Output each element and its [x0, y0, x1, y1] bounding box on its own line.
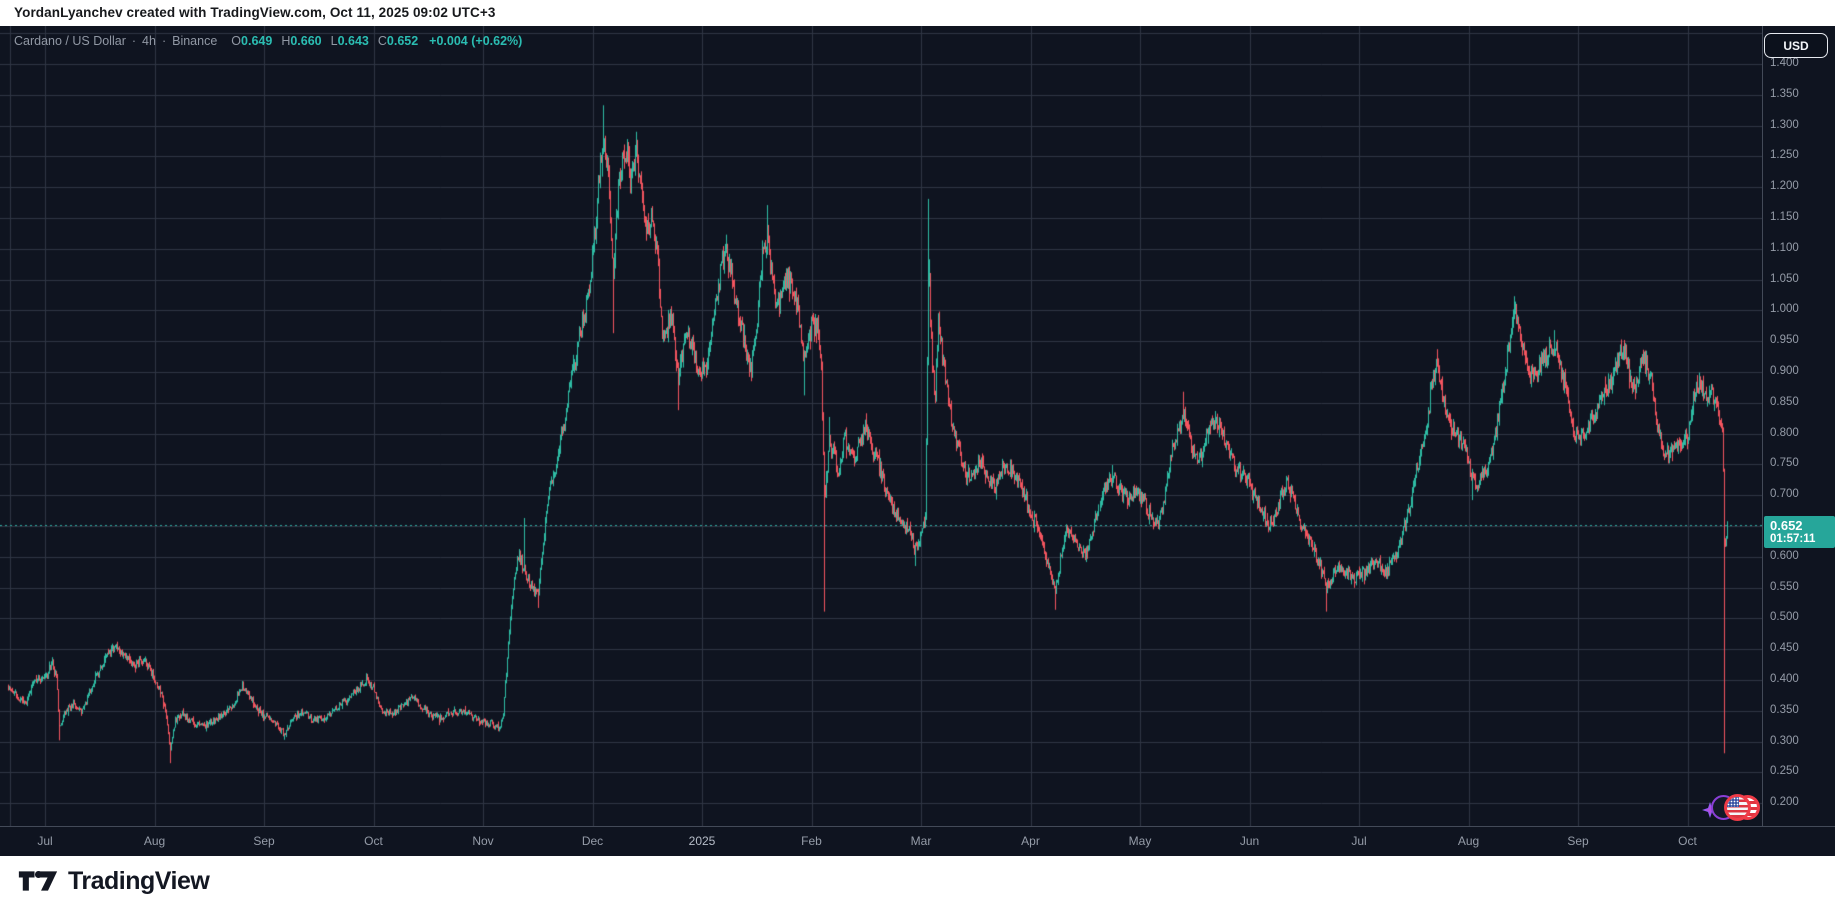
symbol-legend: Cardano / US Dollar · 4h · Binance O0.64… [14, 34, 522, 48]
low-label: L [330, 34, 338, 48]
currency-toggle-button[interactable]: USD [1764, 33, 1828, 58]
high-value: 0.660 [290, 34, 322, 48]
price-tick-label: 0.300 [1770, 734, 1799, 747]
candlestick-chart-canvas[interactable] [0, 26, 1762, 826]
purple-sparkle-icon [1702, 802, 1718, 818]
us-flag-canton [1727, 797, 1739, 807]
tradingview-wordmark: TradingView [68, 866, 210, 895]
open-label: O [231, 34, 242, 48]
time-tick-month: Feb [801, 834, 822, 848]
price-tick-label: 0.900 [1770, 365, 1799, 377]
tradingview-brand[interactable]: TradingView [18, 866, 210, 896]
time-tick-month: Sep [1567, 834, 1589, 848]
time-tick-month: Jul [1351, 834, 1367, 848]
price-tick-label: 1.150 [1770, 211, 1799, 223]
time-tick-month: Jul [37, 834, 53, 848]
interval-label: 4h [142, 34, 156, 48]
symbol-title: Cardano / US Dollar [14, 34, 126, 48]
time-tick-month: Apr [1021, 834, 1040, 848]
close-label: C [377, 34, 387, 48]
price-tick-label: 1.300 [1770, 118, 1799, 131]
price-tick-label: 1.250 [1770, 149, 1799, 162]
us-flag-event-icon [1724, 794, 1751, 821]
open-value: 0.649 [241, 34, 273, 48]
price-tick-label: 0.800 [1770, 426, 1799, 439]
price-tick-label: 0.850 [1770, 395, 1799, 408]
price-tick-label: 0.550 [1770, 580, 1799, 593]
time-tick-month: Nov [472, 834, 494, 848]
footer-bar: TradingView [0, 855, 1835, 909]
tradingview-logo-icon [18, 871, 58, 891]
price-tick-label: 1.050 [1770, 272, 1799, 285]
time-tick-month: Oct [364, 834, 383, 848]
price-tick-label: 0.500 [1770, 611, 1799, 624]
high-label: H [281, 34, 291, 48]
price-axis[interactable]: 0.652 01:57:11 0.200 0.250 0.300 0.350 0.400… [1762, 26, 1835, 826]
event-marker-cluster[interactable] [1702, 792, 1762, 826]
price-tick-label: 0.400 [1770, 673, 1799, 685]
price-tick-label: 0.250 [1770, 765, 1799, 778]
price-tick-label: 1.400 [1770, 57, 1799, 69]
last-price-value: 0.652 [1770, 517, 1803, 533]
attribution-header: YordanLyanchev created with TradingView.… [0, 0, 1835, 26]
price-tick-label: 0.750 [1770, 457, 1799, 470]
time-axis[interactable]: Jul Aug Sep Oct Nov Dec 2025 Feb Mar Apr May Jun Jul… [0, 826, 1835, 856]
legend-separator: · [131, 34, 137, 48]
price-tick-label: 1.200 [1770, 180, 1799, 193]
legend-separator: · [161, 34, 167, 48]
price-tick-label: 0.200 [1770, 796, 1799, 809]
close-value: 0.652 [386, 34, 419, 48]
time-tick-month: Dec [581, 834, 604, 848]
attribution-text: YordanLyanchev created with TradingView.… [14, 5, 496, 20]
price-tick-label: 0.350 [1770, 703, 1799, 716]
change-value: +0.004 (+0.62%) [429, 34, 523, 48]
exchange-label: Binance [172, 34, 218, 48]
time-tick-month: Oct [1678, 834, 1697, 848]
time-tick-month: Mar [910, 834, 932, 848]
price-tick-label: 0.600 [1770, 549, 1799, 562]
time-tick-month: Aug [143, 834, 166, 848]
time-tick-month: Jun [1239, 834, 1260, 848]
low-value: 0.643 [337, 34, 369, 48]
ohlc-readout: O0.649 H0.660 L0.643 C0.652 +0.004 (+0.6… [231, 34, 522, 48]
price-tick-label: 0.950 [1770, 334, 1799, 347]
price-tick-label: 0.450 [1770, 642, 1799, 655]
price-tick-label: 1.350 [1770, 87, 1799, 100]
last-price-badge[interactable]: 0.652 01:57:11 [1764, 515, 1835, 548]
price-tick-label: 0.700 [1770, 488, 1799, 501]
price-tick-label: 1.100 [1770, 241, 1799, 254]
time-tick-month: Sep [253, 834, 275, 848]
time-tick-month: May [1128, 834, 1152, 848]
price-tick-label: 1.000 [1770, 303, 1799, 316]
time-tick-year: 2025 [688, 834, 716, 848]
candle-countdown: 01:57:11 [1770, 532, 1816, 545]
time-tick-month: Aug [1457, 834, 1480, 848]
chart-area[interactable]: Cardano / US Dollar · 4h · Binance O0.64… [0, 26, 1835, 856]
